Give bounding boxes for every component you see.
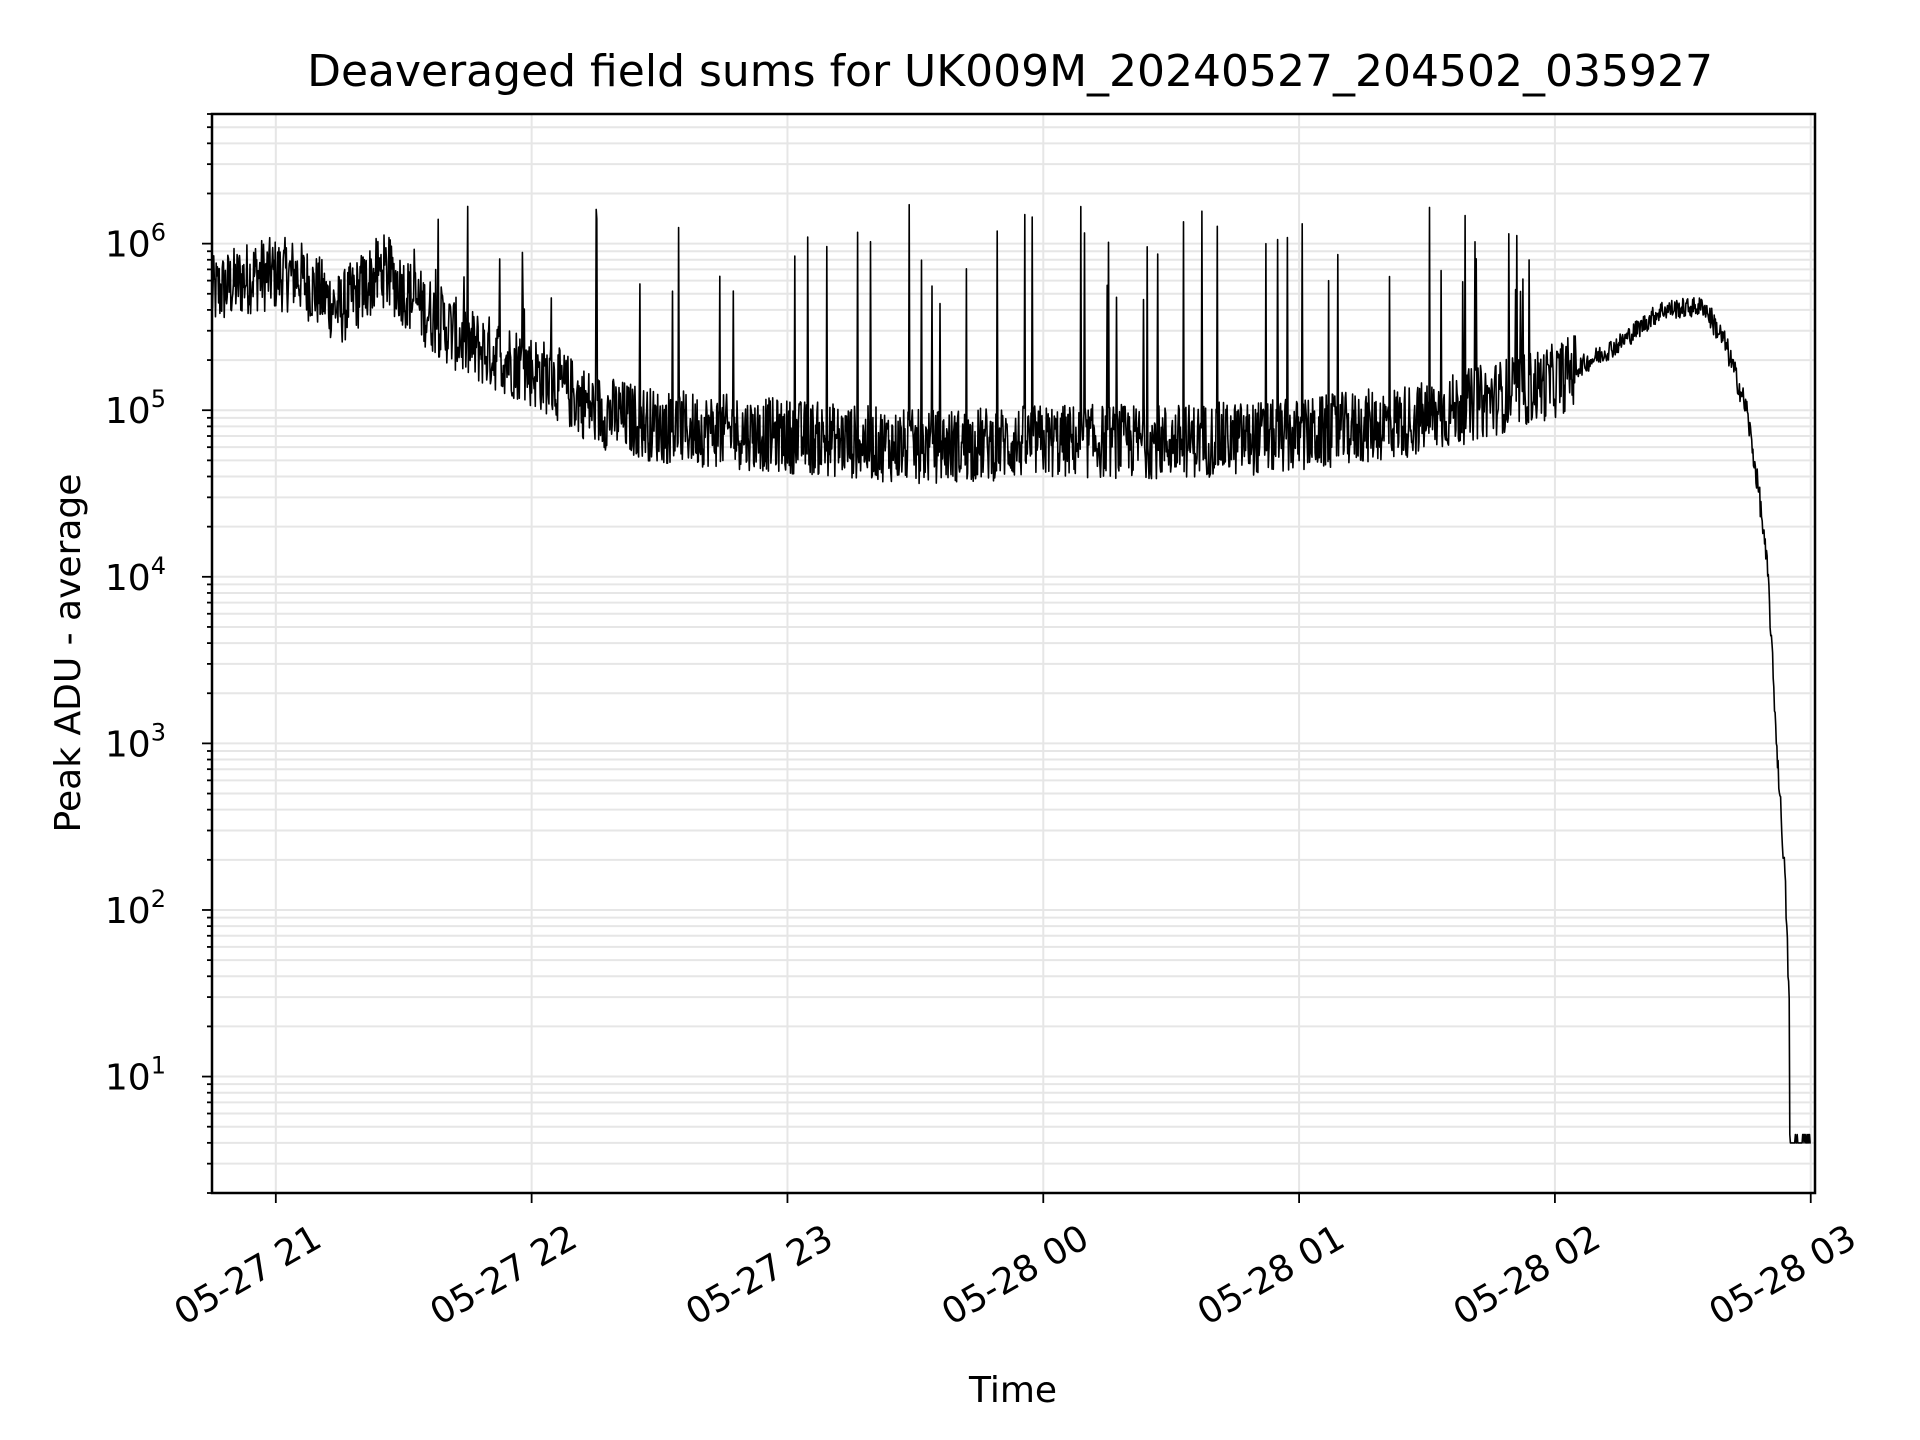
y-axis: 101 102 103 104 105 106 xyxy=(105,113,212,1194)
x-tick-label: 05-27 21 xyxy=(168,1217,329,1333)
x-axis: 05-27 21 05-27 22 05-27 23 05-28 00 05-28 01… xyxy=(168,1193,1864,1334)
y-tick-label: 106 xyxy=(105,219,166,266)
x-axis-label: Time xyxy=(968,1370,1057,1411)
y-tick-label: 101 xyxy=(105,1052,166,1099)
x-tick-label: 05-27 23 xyxy=(679,1217,840,1333)
x-tick-label: 05-28 03 xyxy=(1703,1217,1864,1333)
series-line xyxy=(211,203,1811,1144)
y-tick-label: 104 xyxy=(105,552,166,599)
x-tick-label: 05-28 01 xyxy=(1191,1217,1352,1333)
x-tick-label: 05-28 00 xyxy=(935,1217,1096,1333)
y-tick-label: 105 xyxy=(105,385,166,432)
plot-frame xyxy=(210,112,1817,1195)
chart-title: Deaveraged field sums for UK009M_2024052… xyxy=(307,46,1713,97)
x-tick-label: 05-28 02 xyxy=(1447,1217,1608,1333)
grid-lines xyxy=(212,113,1815,1194)
y-axis-label: Peak ADU - average xyxy=(48,474,89,833)
y-tick-label: 103 xyxy=(105,718,166,765)
y-tick-label: 102 xyxy=(105,885,166,932)
x-tick-label: 05-27 22 xyxy=(423,1217,584,1333)
